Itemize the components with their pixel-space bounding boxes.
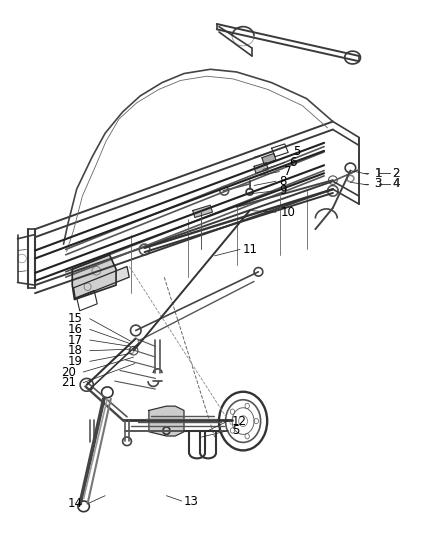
Polygon shape: [262, 154, 276, 164]
Polygon shape: [193, 205, 212, 217]
Text: 19: 19: [68, 355, 83, 368]
Text: 9: 9: [279, 184, 287, 197]
Text: 10: 10: [280, 206, 295, 219]
Text: 3: 3: [374, 177, 382, 190]
Text: 1: 1: [374, 167, 382, 180]
Text: 13: 13: [184, 495, 199, 507]
Text: 5: 5: [232, 424, 240, 437]
Text: 1: 1: [374, 167, 382, 180]
Text: 3: 3: [374, 177, 382, 190]
Polygon shape: [74, 266, 129, 298]
Text: 17: 17: [68, 334, 83, 346]
Text: 4: 4: [392, 177, 399, 190]
Text: 12: 12: [232, 415, 247, 427]
Text: 18: 18: [68, 344, 83, 357]
Text: 6: 6: [289, 156, 297, 169]
Text: 20: 20: [61, 366, 76, 378]
Polygon shape: [254, 163, 268, 173]
Polygon shape: [149, 406, 184, 436]
Text: 14: 14: [68, 497, 83, 510]
Text: 15: 15: [68, 312, 83, 325]
Text: 5: 5: [293, 146, 301, 158]
Text: 2: 2: [392, 167, 399, 180]
Text: 7: 7: [284, 165, 291, 178]
Text: 2: 2: [392, 167, 399, 180]
Text: 11: 11: [243, 243, 258, 256]
Text: 8: 8: [279, 175, 287, 188]
Text: 4: 4: [392, 177, 399, 190]
Text: 16: 16: [68, 323, 83, 336]
Polygon shape: [72, 255, 116, 300]
Text: 21: 21: [61, 376, 76, 389]
